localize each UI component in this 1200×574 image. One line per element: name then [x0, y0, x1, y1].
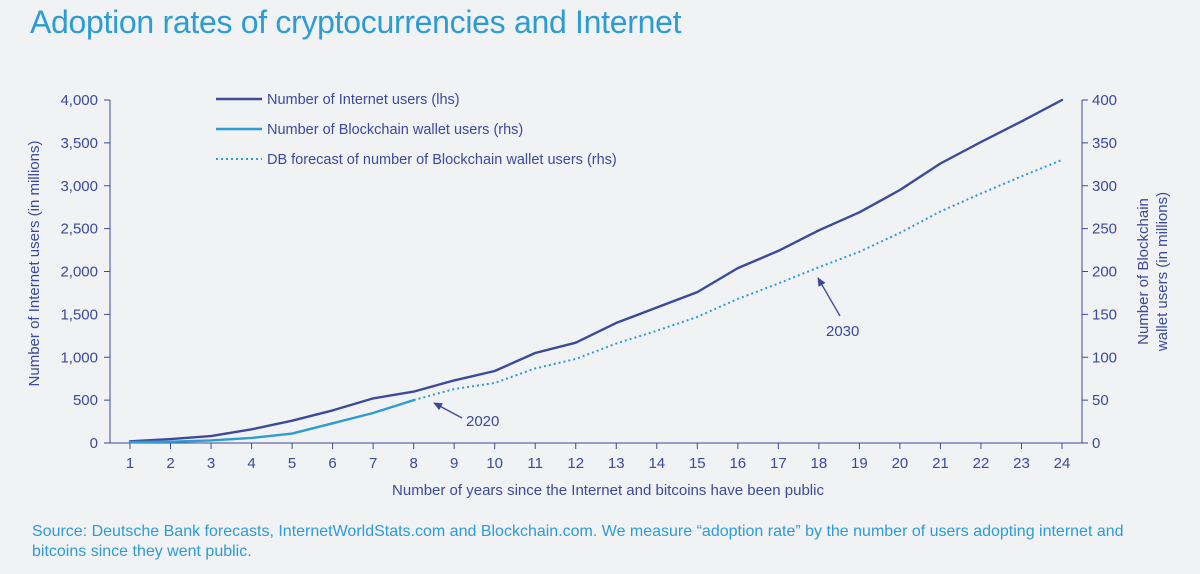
x-tick-label: 6 — [328, 455, 336, 472]
x-tick-label: 5 — [288, 455, 296, 472]
right-y-tick-label: 50 — [1092, 392, 1109, 409]
chart-canvas: 0 500 1,000 1,500 2,000 2,500 3,000 3,500 4,000 0… — [26, 92, 1171, 499]
x-tick-label: 10 — [486, 455, 503, 472]
annotations: 2020 2030 — [433, 277, 859, 430]
chart-title: Adoption rates of cryptocurrencies and I… — [30, 4, 682, 40]
x-tick-label: 7 — [369, 455, 377, 472]
right-y-tick-label: 100 — [1092, 349, 1117, 366]
source-note: Source: Deutsche Bank forecasts, Interne… — [32, 523, 1124, 560]
x-tick-label: 20 — [892, 455, 909, 472]
x-tick-label: 9 — [450, 455, 458, 472]
left-y-tick-label: 3,000 — [60, 178, 98, 195]
legend: Number of Internet users (lhs) Number of … — [216, 92, 617, 168]
series — [128, 98, 1064, 444]
left-y-tick-label: 2,500 — [60, 221, 98, 238]
series-line-2 — [128, 398, 415, 444]
x-tick-label: 24 — [1054, 455, 1071, 472]
right-y-axis-label-line: Number of Blockchain — [1135, 198, 1152, 345]
axes: 0 500 1,000 1,500 2,000 2,500 3,000 3,500 4,000 0… — [26, 92, 1171, 499]
x-tick-label: 19 — [851, 455, 868, 472]
legend-label-1: Number of Internet users (lhs) — [267, 92, 460, 108]
x-tick-label: 4 — [247, 455, 255, 472]
x-tick-label: 11 — [527, 455, 543, 472]
x-tick-label: 21 — [932, 455, 949, 472]
annotation-label-1: 2020 — [466, 413, 499, 430]
annotation-label-2: 2030 — [826, 323, 859, 340]
x-tick-label: 3 — [207, 455, 215, 472]
x-tick-label: 15 — [689, 455, 706, 472]
x-tick-label: 22 — [973, 455, 990, 472]
left-y-tick-label: 3,500 — [60, 135, 98, 152]
right-y-tick-label: 400 — [1092, 92, 1117, 109]
right-y-axis-label: Number of Blockchain wallet users (in mil… — [1135, 192, 1171, 352]
left-y-tick-label: 500 — [73, 392, 98, 409]
x-tick-label: 17 — [770, 455, 787, 472]
left-y-axis-label: Number of Internet users (in millions) — [26, 141, 43, 387]
right-y-tick-label: 150 — [1092, 306, 1117, 323]
right-y-tick-label: 350 — [1092, 135, 1117, 152]
x-tick-label: 1 — [126, 455, 134, 472]
series-line-3 — [413, 159, 1063, 402]
right-y-tick-label: 300 — [1092, 178, 1117, 195]
x-tick-label: 14 — [648, 455, 665, 472]
left-y-tick-label: 0 — [90, 435, 98, 452]
x-tick-label: 2 — [166, 455, 174, 472]
right-y-tick-label: 250 — [1092, 221, 1117, 238]
x-tick-label: 8 — [409, 455, 417, 472]
x-axis-label: Number of years since the Internet and b… — [392, 482, 824, 499]
legend-label-3: DB forecast of number of Blockchain wall… — [267, 152, 617, 168]
annotation-arrow-2 — [817, 277, 841, 317]
right-y-tick-label: 0 — [1092, 435, 1100, 452]
x-tick-label: 12 — [567, 455, 584, 472]
x-tick-label: 23 — [1013, 455, 1030, 472]
x-tick-label: 13 — [608, 455, 625, 472]
right-y-axis-label-line: wallet users (in millions) — [1154, 192, 1171, 352]
left-y-tick-label: 1,000 — [60, 349, 98, 366]
x-tick-label: 18 — [811, 455, 828, 472]
legend-label-2: Number of Blockchain wallet users (rhs) — [267, 122, 523, 138]
left-y-tick-label: 4,000 — [60, 92, 98, 109]
left-y-tick-label: 2,000 — [60, 264, 98, 281]
left-y-tick-label: 1,500 — [60, 306, 98, 323]
x-tick-label: 16 — [729, 455, 746, 472]
right-y-tick-label: 200 — [1092, 264, 1117, 281]
annotation-arrow-1 — [433, 402, 463, 419]
series-line-1 — [128, 98, 1064, 443]
